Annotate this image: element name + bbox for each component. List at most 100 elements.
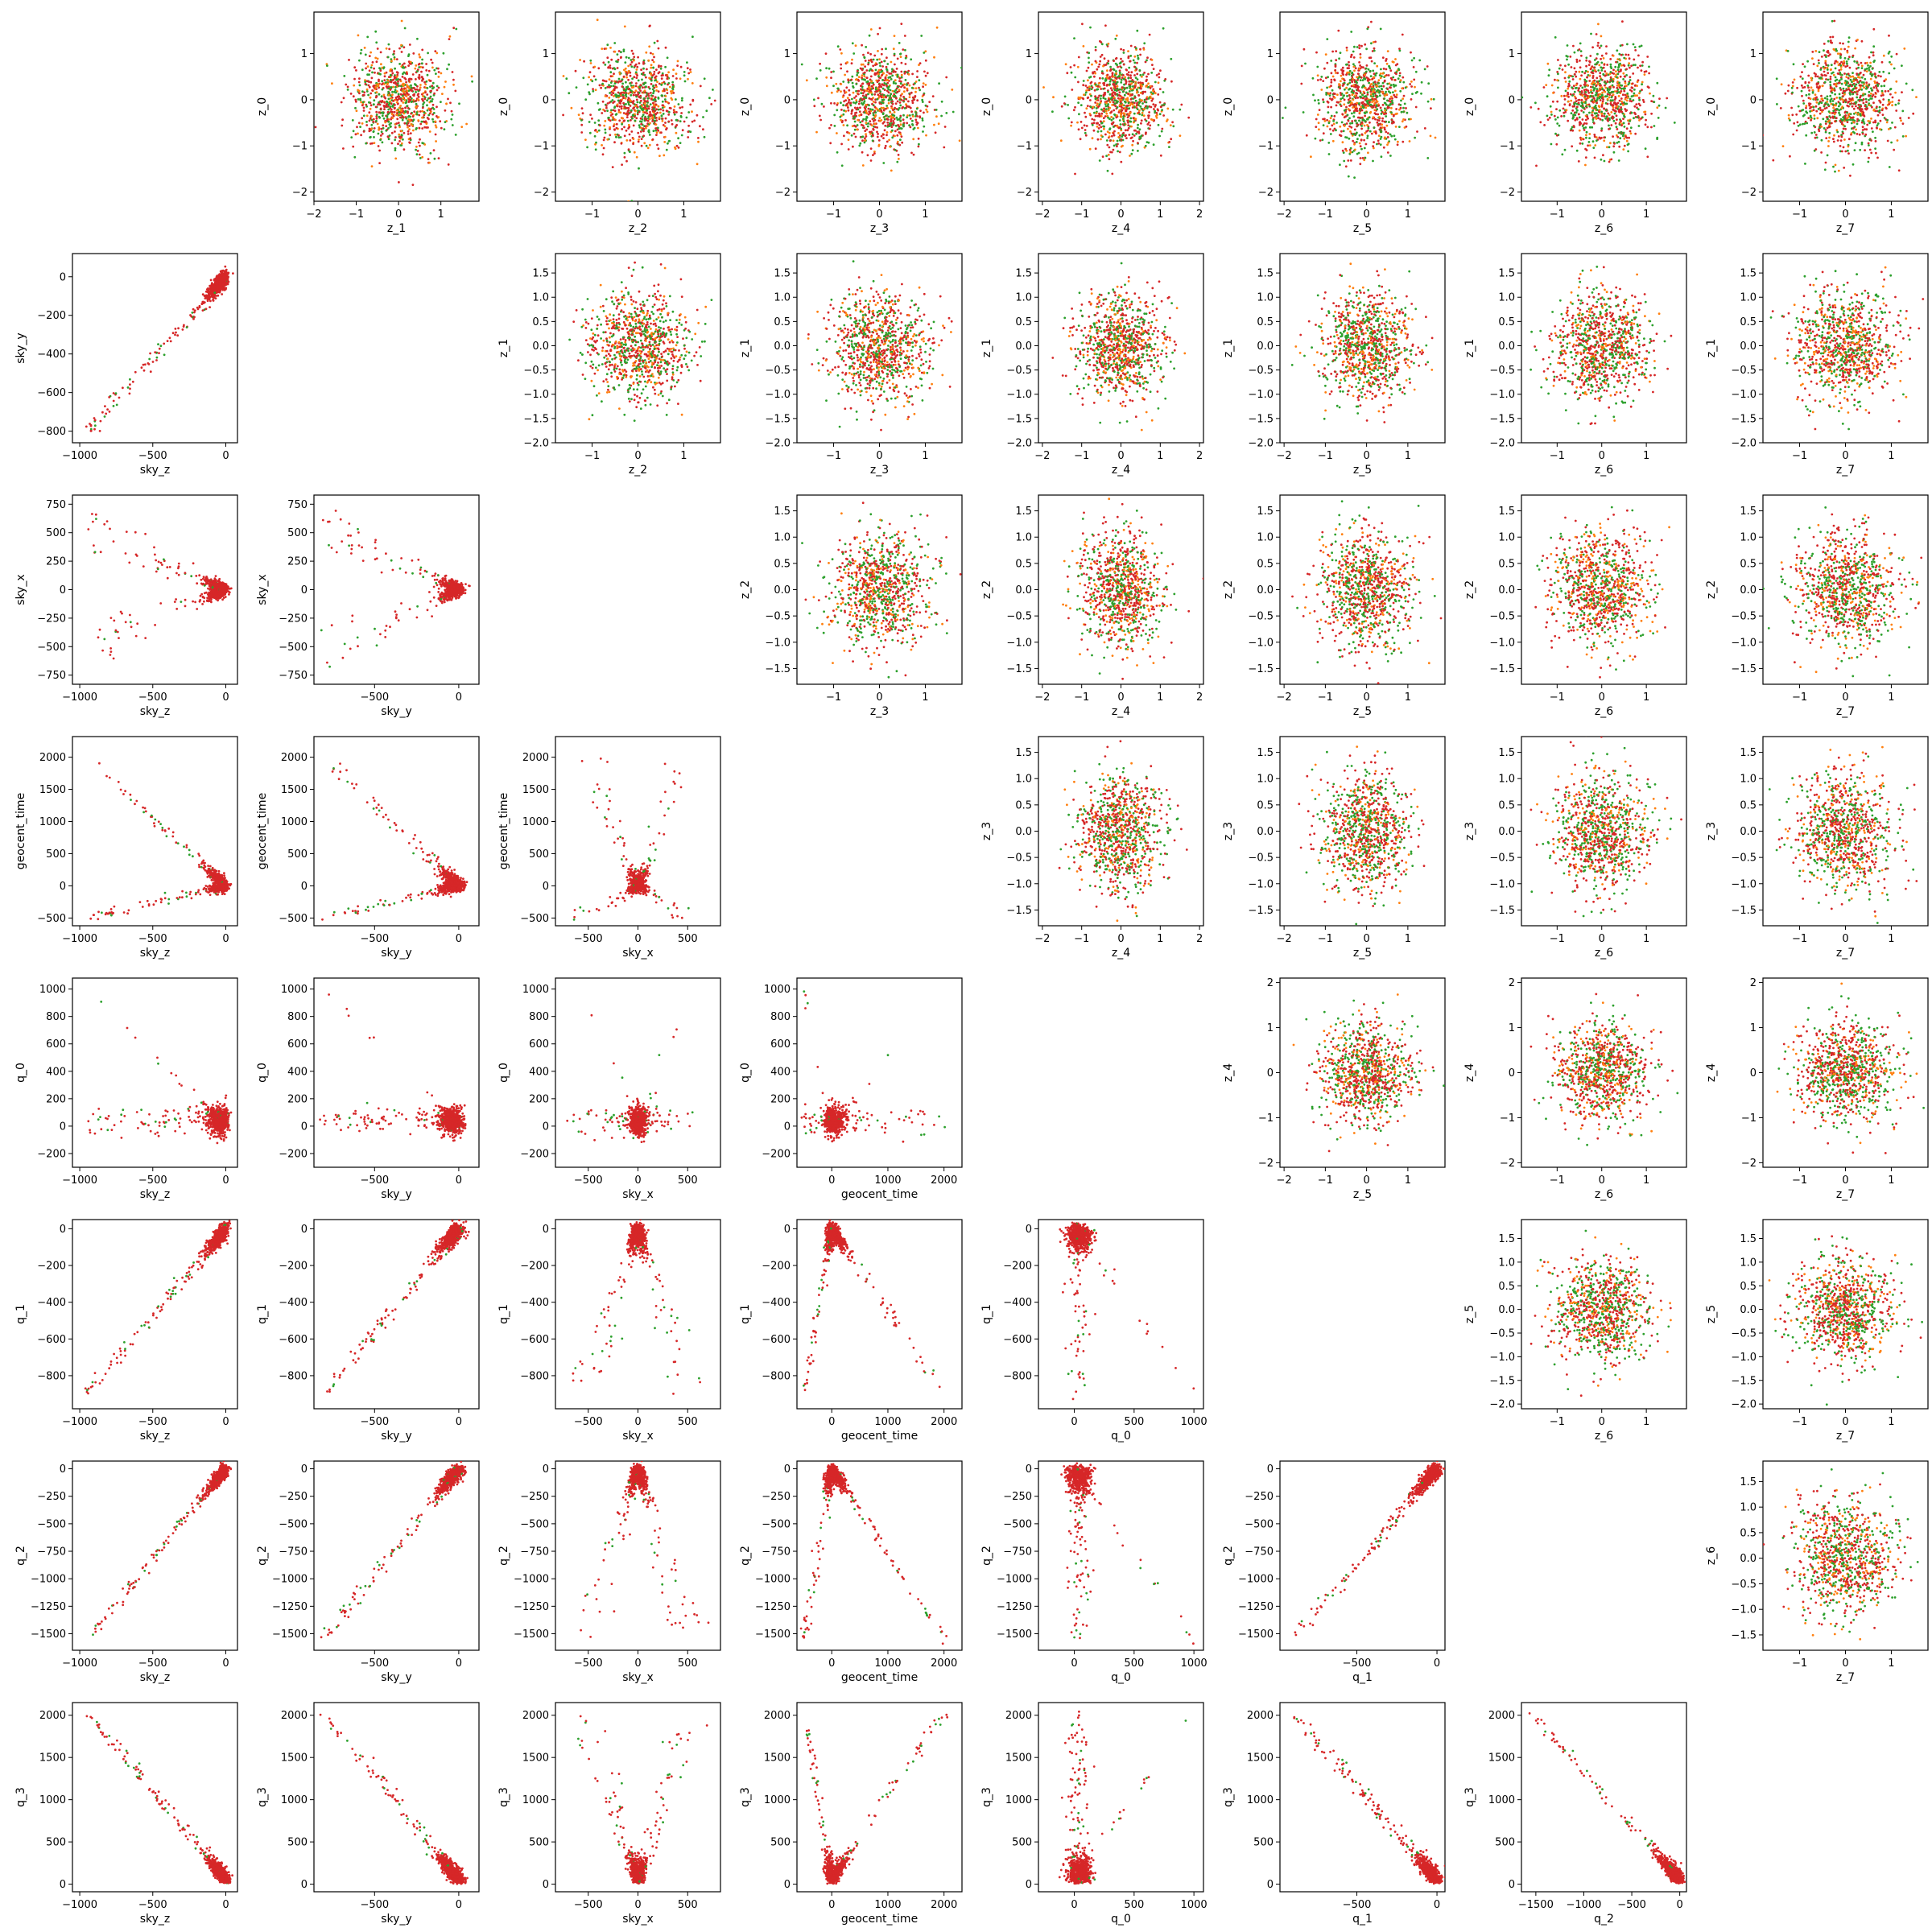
data-point <box>1581 70 1583 73</box>
data-point <box>1325 93 1328 96</box>
data-point <box>886 140 889 143</box>
data-point <box>1381 120 1384 122</box>
data-point <box>369 136 372 139</box>
data-point <box>836 87 840 90</box>
data-point <box>1367 77 1369 80</box>
data-point <box>1372 105 1375 109</box>
data-point <box>862 101 865 105</box>
data-point <box>1391 99 1393 102</box>
data-point <box>398 106 401 109</box>
data-point <box>584 98 588 101</box>
data-point <box>597 67 601 70</box>
data-point <box>910 151 913 155</box>
data-point <box>390 102 393 105</box>
data-point <box>380 95 383 97</box>
data-point <box>369 92 373 95</box>
data-point <box>647 59 650 62</box>
data-point <box>1148 33 1151 36</box>
data-point <box>852 86 855 89</box>
data-point <box>836 45 840 48</box>
y-tick-label: −2 <box>1017 187 1032 199</box>
data-point <box>1368 116 1371 119</box>
x-axis-label: z_5 <box>1353 222 1372 235</box>
data-point <box>661 104 664 107</box>
data-point <box>909 106 912 109</box>
data-point <box>1351 122 1354 125</box>
data-point <box>691 110 693 114</box>
data-point <box>1136 61 1138 64</box>
data-point <box>419 86 422 89</box>
data-point <box>1379 76 1382 80</box>
data-point <box>429 100 432 103</box>
data-point <box>640 72 643 76</box>
data-point <box>1414 70 1418 73</box>
data-point <box>617 80 621 83</box>
data-point <box>588 121 591 123</box>
data-point <box>812 98 815 101</box>
data-point <box>847 148 850 151</box>
data-point <box>1578 70 1581 73</box>
y-tick-label: 0 <box>784 94 791 106</box>
data-point <box>1584 156 1587 159</box>
data-point <box>1340 80 1342 83</box>
data-point <box>1343 116 1346 119</box>
data-point <box>691 82 694 85</box>
data-point <box>1155 116 1158 119</box>
data-point <box>1134 76 1137 79</box>
data-point <box>1363 102 1366 105</box>
data-point <box>604 109 606 113</box>
data-point <box>673 113 676 116</box>
data-point <box>401 83 404 86</box>
data-point <box>1618 52 1621 56</box>
data-point <box>883 79 886 82</box>
data-point <box>1094 114 1097 118</box>
data-point <box>1092 105 1095 109</box>
data-point <box>625 116 629 119</box>
data-point <box>666 56 669 60</box>
data-point <box>1381 91 1384 94</box>
data-point <box>642 127 645 130</box>
data-point <box>1098 159 1101 162</box>
data-point <box>1116 87 1119 90</box>
data-point <box>372 118 375 121</box>
data-point <box>1382 68 1385 70</box>
data-point <box>648 76 650 80</box>
data-point <box>1360 133 1364 136</box>
data-point <box>378 67 381 69</box>
data-point <box>1349 147 1352 150</box>
data-point <box>1148 111 1150 114</box>
data-point <box>901 141 904 144</box>
data-point <box>926 110 929 114</box>
data-point <box>622 97 625 100</box>
data-point <box>896 100 899 103</box>
data-point <box>1340 68 1343 72</box>
data-point <box>813 105 816 108</box>
data-point <box>415 153 419 156</box>
data-point <box>634 119 637 122</box>
data-point <box>1389 69 1393 72</box>
data-point <box>1410 85 1413 88</box>
data-point <box>1345 63 1348 66</box>
data-point <box>702 128 704 131</box>
data-point <box>898 143 902 147</box>
data-point <box>1370 60 1373 63</box>
data-point <box>639 89 642 92</box>
data-point <box>1376 105 1378 108</box>
data-point <box>890 118 893 121</box>
data-point <box>622 101 625 105</box>
data-point <box>1146 75 1148 78</box>
data-point <box>396 73 399 76</box>
data-point <box>418 89 421 91</box>
data-point <box>1125 137 1128 140</box>
data-point <box>627 106 630 109</box>
data-point <box>400 109 402 113</box>
data-point <box>617 58 620 61</box>
data-point <box>854 44 857 47</box>
data-point <box>1385 103 1388 106</box>
data-point <box>856 73 859 76</box>
data-point <box>615 135 617 138</box>
data-point <box>919 62 922 64</box>
data-point <box>872 114 875 117</box>
data-point <box>639 130 642 133</box>
data-point <box>1347 175 1350 178</box>
